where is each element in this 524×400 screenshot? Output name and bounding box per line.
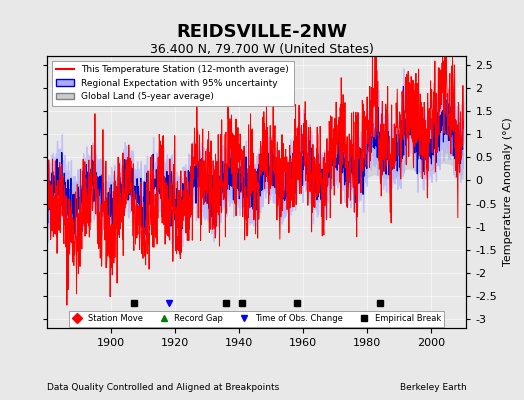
Y-axis label: Temperature Anomaly (°C): Temperature Anomaly (°C)	[503, 118, 512, 266]
Text: REIDSVILLE-2NW: REIDSVILLE-2NW	[177, 23, 347, 41]
Text: Berkeley Earth: Berkeley Earth	[400, 383, 466, 392]
Legend: This Temperature Station (12-month average), Regional Expectation with 95% uncer: This Temperature Station (12-month avera…	[52, 60, 294, 106]
Text: Data Quality Controlled and Aligned at Breakpoints: Data Quality Controlled and Aligned at B…	[47, 383, 279, 392]
Text: 36.400 N, 79.700 W (United States): 36.400 N, 79.700 W (United States)	[150, 44, 374, 56]
